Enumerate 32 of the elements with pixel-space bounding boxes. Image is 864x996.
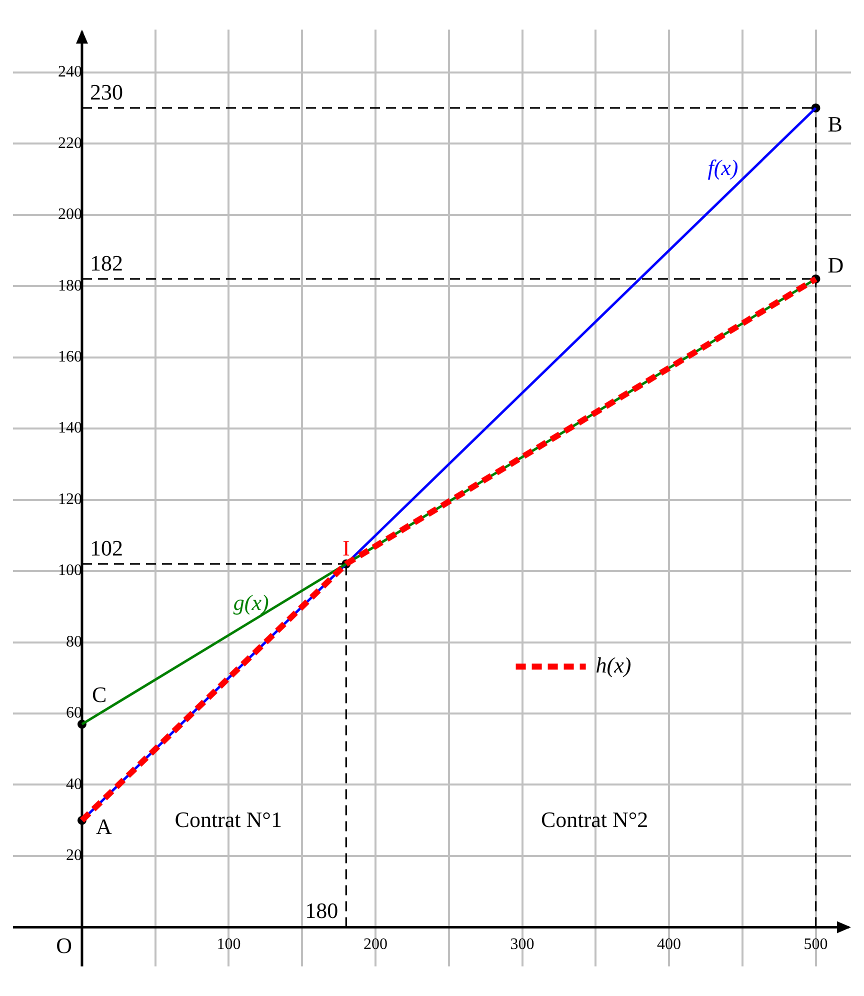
- annotation: O: [56, 933, 72, 958]
- ref-line-label: 180: [305, 898, 338, 923]
- y-tick-label: 100: [58, 562, 82, 580]
- y-tick-label: 220: [58, 134, 82, 152]
- annotation: D: [828, 252, 844, 278]
- x-tick-label: 300: [510, 936, 534, 954]
- legend-label: h(x): [596, 652, 632, 678]
- series-label: g(x): [233, 590, 269, 616]
- x-tick-label: 500: [804, 936, 828, 954]
- x-tick-label: 200: [363, 936, 388, 954]
- y-tick-label: 40: [66, 776, 82, 793]
- y-tick-label: 80: [66, 633, 82, 650]
- series-label: f(x): [708, 155, 738, 180]
- annotation: A: [96, 814, 112, 840]
- ref-line-label: 182: [90, 250, 123, 276]
- x-tick-label: 100: [216, 936, 241, 954]
- y-tick-label: 200: [58, 206, 82, 224]
- y-tick-label: 180: [58, 277, 82, 294]
- annotation: Contrat N°1: [174, 806, 282, 832]
- y-tick-label: 60: [66, 704, 82, 722]
- x-tick-label: 400: [657, 936, 682, 954]
- y-tick-label: 140: [58, 420, 82, 437]
- y-tick-label: 240: [58, 64, 82, 81]
- annotation: I: [342, 536, 350, 561]
- annotation: C: [92, 682, 107, 707]
- y-tick-label: 160: [58, 348, 82, 366]
- y-tick-label: 20: [66, 847, 82, 864]
- annotation: Contrat N°2: [540, 806, 648, 832]
- y-tick-label: 120: [58, 490, 82, 508]
- annotation: B: [828, 112, 842, 137]
- ref-line-label: 102: [90, 536, 123, 561]
- ref-line-label: 230: [90, 80, 123, 105]
